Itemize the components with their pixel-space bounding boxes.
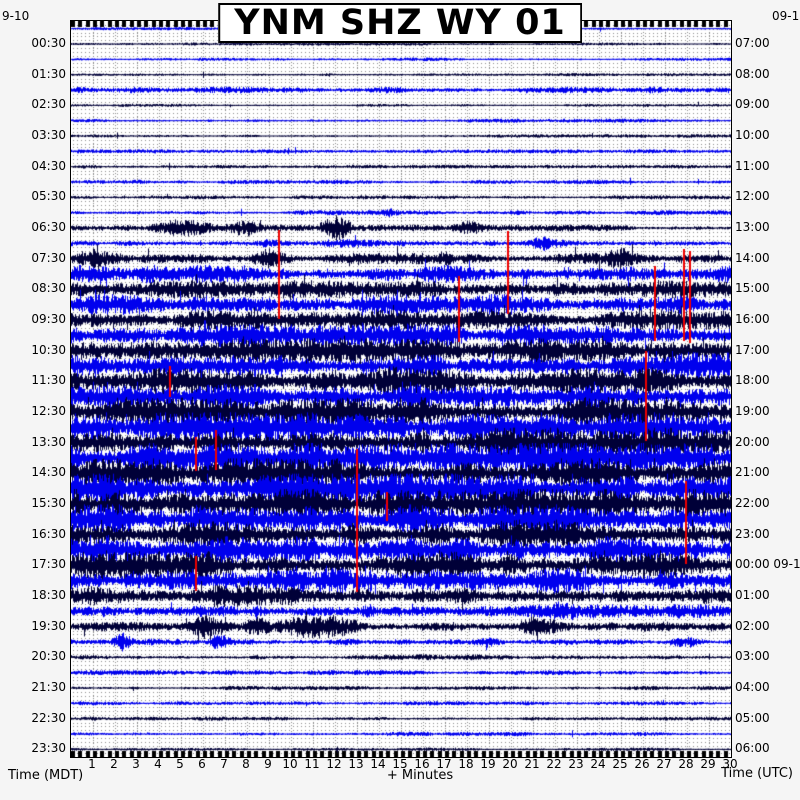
minute-tick-label: 9 xyxy=(264,757,272,771)
minute-tick-label: 21 xyxy=(524,757,540,771)
minute-tick-label: 29 xyxy=(700,757,716,771)
left-time-label: 02:30 xyxy=(31,97,66,111)
right-axis-caption: Time (UTC) xyxy=(721,766,793,781)
right-time-label: 02:00 xyxy=(735,619,770,633)
minute-tick-label: 3 xyxy=(132,757,140,771)
minute-tick-label: 11 xyxy=(304,757,320,771)
right-time-label: 07:00 xyxy=(735,36,770,50)
left-time-label: 08:30 xyxy=(31,281,66,295)
minute-tick-label: 24 xyxy=(590,757,606,771)
minute-tick-label: 25 xyxy=(612,757,628,771)
right-time-label: 16:00 xyxy=(735,312,770,326)
minute-tick-label: 14 xyxy=(370,757,386,771)
minute-tick-label: 22 xyxy=(546,757,562,771)
right-time-label: 13:00 xyxy=(735,220,770,234)
minute-tick-label: 23 xyxy=(568,757,584,771)
left-time-label: 23:30 xyxy=(31,741,66,755)
minute-tick-label: 18 xyxy=(458,757,474,771)
left-time-label: 20:30 xyxy=(31,649,66,663)
left-time-label: 13:30 xyxy=(31,435,66,449)
left-time-label: 19:30 xyxy=(31,619,66,633)
minute-tick-label: 26 xyxy=(634,757,650,771)
minute-tick-label: 28 xyxy=(678,757,694,771)
minute-tick-label: 30 xyxy=(722,757,738,771)
minute-tick-label: 20 xyxy=(502,757,518,771)
minute-tick-label: 1 xyxy=(88,757,96,771)
left-time-label: 22:30 xyxy=(31,711,66,725)
left-time-label: 14:30 xyxy=(31,465,66,479)
left-time-label: 21:30 xyxy=(31,680,66,694)
minute-tick-label: 27 xyxy=(656,757,672,771)
left-time-label: 01:30 xyxy=(31,67,66,81)
minute-tick-label: 7 xyxy=(220,757,228,771)
left-time-label: 11:30 xyxy=(31,373,66,387)
right-time-label: 10:00 xyxy=(735,128,770,142)
right-time-label: 11:00 xyxy=(735,159,770,173)
bottom-axis-caption: + Minutes xyxy=(386,768,454,783)
left-time-label: 05:30 xyxy=(31,189,66,203)
right-time-label: 04:00 xyxy=(735,680,770,694)
right-time-label: 14:00 xyxy=(735,251,770,265)
left-time-label: 12:30 xyxy=(31,404,66,418)
left-time-label: 15:30 xyxy=(31,496,66,510)
left-time-label: 04:30 xyxy=(31,159,66,173)
seismogram-canvas xyxy=(70,20,732,758)
left-time-label: 07:30 xyxy=(31,251,66,265)
right-time-label: 01:00 xyxy=(735,588,770,602)
minute-tick-label: 13 xyxy=(348,757,364,771)
minute-tick-label: 4 xyxy=(154,757,162,771)
minute-tick-label: 17 xyxy=(436,757,452,771)
right-time-label: 03:00 xyxy=(735,649,770,663)
minute-tick-label: 5 xyxy=(176,757,184,771)
right-time-label: 15:00 xyxy=(735,281,770,295)
minute-tick-label: 8 xyxy=(242,757,250,771)
right-time-label: 09:00 xyxy=(735,97,770,111)
left-time-label: 09:30 xyxy=(31,312,66,326)
left-time-label: 00:30 xyxy=(31,36,66,50)
date-label-top-left: 9-10 xyxy=(2,9,30,23)
minute-tick-label: 19 xyxy=(480,757,496,771)
left-time-label: 17:30 xyxy=(31,557,66,571)
minute-tick-label: 6 xyxy=(198,757,206,771)
right-time-label: 22:00 xyxy=(735,496,770,510)
minute-tick-label: 2 xyxy=(110,757,118,771)
minute-tick-label: 16 xyxy=(414,757,430,771)
left-time-label: 03:30 xyxy=(31,128,66,142)
left-time-label: 10:30 xyxy=(31,343,66,357)
right-time-label: 17:00 xyxy=(735,343,770,357)
minute-tick-label: 12 xyxy=(326,757,342,771)
date-label-top-right: 09-1 xyxy=(772,9,800,23)
right-time-label: 00:00 09-11 xyxy=(735,557,800,571)
minute-tick-label: 10 xyxy=(282,757,298,771)
left-time-label: 06:30 xyxy=(31,220,66,234)
right-time-label: 18:00 xyxy=(735,373,770,387)
right-time-label: 21:00 xyxy=(735,465,770,479)
left-time-label: 16:30 xyxy=(31,527,66,541)
minute-tick-label: 15 xyxy=(392,757,408,771)
right-time-label: 23:00 xyxy=(735,527,770,541)
left-time-label: 18:30 xyxy=(31,588,66,602)
station-title: YNM SHZ WY 01 xyxy=(218,3,582,43)
right-time-label: 06:00 xyxy=(735,741,770,755)
right-time-label: 19:00 xyxy=(735,404,770,418)
left-axis-caption: Time (MDT) xyxy=(8,768,84,783)
right-time-label: 05:00 xyxy=(735,711,770,725)
right-time-label: 20:00 xyxy=(735,435,770,449)
right-time-label: 12:00 xyxy=(735,189,770,203)
right-time-label: 08:00 xyxy=(735,67,770,81)
